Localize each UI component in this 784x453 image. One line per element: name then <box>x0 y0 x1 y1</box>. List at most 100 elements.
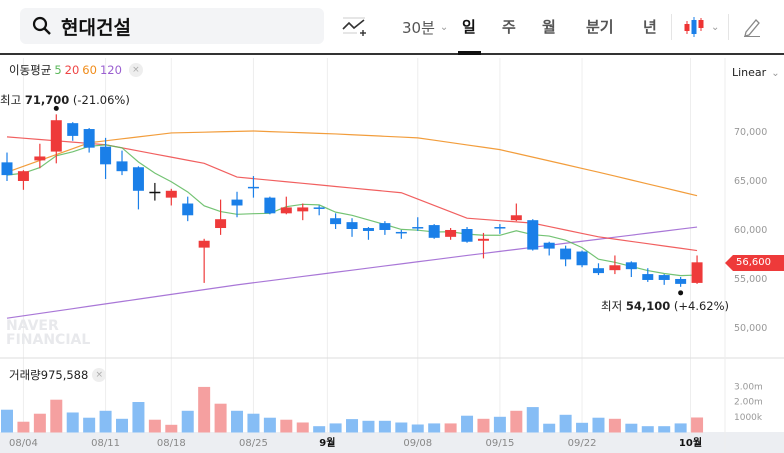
candle-body <box>313 207 325 209</box>
volume-bar <box>559 414 572 433</box>
low-prefix: 최저 <box>601 299 623 313</box>
low-value: 54,100 <box>625 299 671 313</box>
candle-body <box>592 268 604 274</box>
scale-mode-value: Linear <box>732 66 767 79</box>
divider <box>728 14 729 40</box>
stock-search[interactable]: 현대건설 <box>20 8 324 44</box>
drawing-tool-button[interactable] <box>743 14 761 40</box>
tab-year[interactable]: 년 <box>643 18 657 36</box>
volume-bar <box>17 421 30 433</box>
candle-body <box>297 207 309 212</box>
candle-body <box>691 262 703 283</box>
close-icon[interactable]: × <box>92 368 107 382</box>
candle-body <box>395 231 407 234</box>
volume-bar <box>411 424 424 433</box>
high-change: (-21.06%) <box>72 93 130 107</box>
tab-week[interactable]: 주 <box>502 18 516 36</box>
x-tick-label: 09/22 <box>568 438 597 449</box>
candle-body <box>494 227 506 229</box>
price-tick-label: 65,000 <box>734 176 767 187</box>
volume-bar <box>99 410 112 433</box>
x-tick-label: 9월 <box>319 437 335 449</box>
candle-body <box>247 186 259 189</box>
candlestick-type-icon <box>684 17 704 37</box>
candle-body <box>362 228 374 231</box>
candle-body <box>100 146 112 165</box>
volume-bar <box>362 420 375 433</box>
candle-body <box>642 274 654 280</box>
x-tick-label: 09/08 <box>403 438 432 449</box>
price-tick-label: 55,000 <box>734 274 767 285</box>
low-marker <box>678 290 684 296</box>
candle-body <box>477 238 489 241</box>
volume-bar <box>543 423 556 433</box>
close-icon[interactable]: × <box>128 63 143 77</box>
candle-body <box>510 215 522 221</box>
chevron-down-icon: ⌄ <box>771 68 780 79</box>
interval-select[interactable]: 30분 ⌄ <box>402 14 448 40</box>
candle-body <box>609 265 621 271</box>
candle-body <box>165 190 177 198</box>
volume-bar <box>214 403 227 433</box>
volume-legend: 거래량 975,588 × <box>9 367 107 383</box>
candle-body <box>445 229 457 237</box>
candle-body <box>231 199 243 206</box>
volume-bar <box>198 386 211 433</box>
candle-body <box>132 167 144 191</box>
low-change: (+4.62%) <box>673 299 730 313</box>
volume-bar <box>378 420 391 433</box>
volume-bar <box>493 416 506 433</box>
candle-body <box>1 162 13 176</box>
candle-body <box>50 120 62 152</box>
candle-body <box>658 275 670 280</box>
watermark: FINANCIAL <box>6 332 90 348</box>
ma5-line <box>6 144 698 277</box>
volume-bar <box>608 418 621 433</box>
price-tick-label: 60,000 <box>734 225 767 236</box>
volume-bar <box>576 422 589 433</box>
candle-body <box>149 191 161 194</box>
tab-month[interactable]: 월 <box>542 18 556 36</box>
candle-body <box>675 278 687 284</box>
candle-body <box>17 171 29 181</box>
toolbar: 현대건설 30분 ⌄ 일 주 월 분기 년 ⌄ <box>0 0 784 55</box>
volume-bar <box>641 426 654 433</box>
ma5-label: 5 <box>54 63 62 77</box>
candle-body <box>264 197 276 214</box>
candle-body <box>280 207 292 214</box>
low-price-label: 최저 54,100 (+4.62%) <box>601 298 729 314</box>
scale-mode-select[interactable]: Linear ⌄ <box>732 66 780 79</box>
candle-body <box>543 242 555 249</box>
volume-tick-label: 1000k <box>734 413 763 423</box>
add-indicator-icon <box>342 17 366 36</box>
candle-body <box>625 262 637 270</box>
current-price-tag: 56,600 <box>725 255 784 271</box>
candle-body <box>198 240 210 248</box>
pencil-icon <box>744 19 760 37</box>
volume-bar <box>658 426 671 433</box>
tab-day[interactable]: 일 <box>462 18 476 36</box>
volume-bar <box>592 417 605 433</box>
candle-body <box>346 222 358 229</box>
candle-body <box>461 229 473 242</box>
chart-type-select[interactable]: ⌄ <box>684 14 719 40</box>
volume-bar <box>625 423 638 433</box>
volume-bar <box>428 423 441 433</box>
candle-body <box>576 251 588 266</box>
ma120-line <box>6 226 698 319</box>
ma60-line <box>6 130 698 197</box>
high-value: 71,700 <box>24 93 70 107</box>
volume-bar <box>510 410 523 433</box>
add-indicator-button[interactable] <box>342 14 368 40</box>
volume-tick-label: 3.00m <box>734 382 763 392</box>
tab-quarter[interactable]: 분기 <box>586 18 614 36</box>
volume-value: 975,588 <box>40 368 89 382</box>
moving-average-legend: 이동평균 5 20 60 120 × <box>9 62 143 78</box>
divider <box>671 14 672 40</box>
high-price-label: 최고 71,700 (-21.06%) <box>0 92 130 108</box>
volume-bar <box>66 412 79 433</box>
candle-body <box>67 123 79 136</box>
volume-bar <box>83 417 96 433</box>
candle-body <box>428 225 440 238</box>
